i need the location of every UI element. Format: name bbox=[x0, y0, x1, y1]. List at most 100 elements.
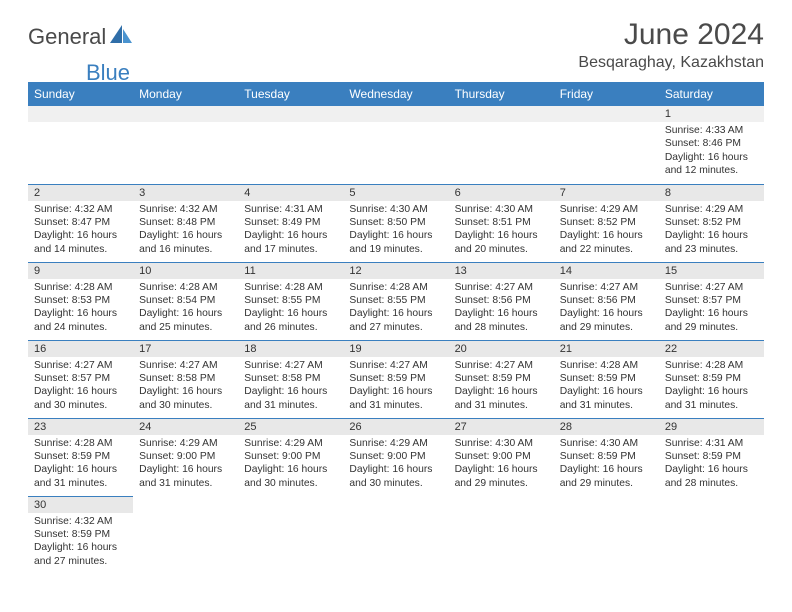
sunrise-text: Sunrise: 4:33 AM bbox=[665, 124, 758, 137]
sunset-text: Sunset: 8:52 PM bbox=[560, 216, 653, 229]
daylight-text: Daylight: 16 hours and 29 minutes. bbox=[560, 463, 653, 490]
day-details: Sunrise: 4:32 AMSunset: 8:48 PMDaylight:… bbox=[133, 201, 238, 261]
daylight-text: Daylight: 16 hours and 31 minutes. bbox=[560, 385, 653, 412]
sunrise-text: Sunrise: 4:27 AM bbox=[455, 359, 548, 372]
day-cell: 24Sunrise: 4:29 AMSunset: 9:00 PMDayligh… bbox=[133, 418, 238, 496]
sunset-text: Sunset: 8:51 PM bbox=[455, 216, 548, 229]
week-row: 2 Sunrise: 4:32 AM Sunset: 8:47 PM Daylight… bbox=[28, 184, 764, 262]
sunset-text: Sunset: 8:55 PM bbox=[244, 294, 337, 307]
daylight-text: Daylight: 16 hours and 28 minutes. bbox=[455, 307, 548, 334]
sunrise-text: Sunrise: 4:32 AM bbox=[139, 203, 232, 216]
day-header-mon: Monday bbox=[133, 82, 238, 106]
daylight-text: Daylight: 16 hours and 30 minutes. bbox=[139, 385, 232, 412]
sunset-text: Sunset: 8:58 PM bbox=[139, 372, 232, 385]
day-cell: 22Sunrise: 4:28 AMSunset: 8:59 PMDayligh… bbox=[659, 340, 764, 418]
day-number: 23 bbox=[28, 419, 133, 435]
day-details: Sunrise: 4:29 AMSunset: 9:00 PMDaylight:… bbox=[343, 435, 448, 495]
daylight-text: Daylight: 16 hours and 29 minutes. bbox=[455, 463, 548, 490]
sunset-text: Sunset: 9:00 PM bbox=[349, 450, 442, 463]
day-cell bbox=[449, 496, 554, 574]
day-cell: 8Sunrise: 4:29 AMSunset: 8:52 PMDaylight… bbox=[659, 184, 764, 262]
sunset-text: Sunset: 9:00 PM bbox=[244, 450, 337, 463]
daylight-text: Daylight: 16 hours and 16 minutes. bbox=[139, 229, 232, 256]
daylight-text: Daylight: 16 hours and 30 minutes. bbox=[34, 385, 127, 412]
brand-logo: General bbox=[28, 24, 134, 50]
sunset-text: Sunset: 8:48 PM bbox=[139, 216, 232, 229]
daylight-text: Daylight: 16 hours and 30 minutes. bbox=[349, 463, 442, 490]
sunrise-text: Sunrise: 4:30 AM bbox=[455, 437, 548, 450]
day-number: 12 bbox=[343, 263, 448, 279]
day-details: Sunrise: 4:30 AMSunset: 8:50 PMDaylight:… bbox=[343, 201, 448, 261]
day-number: 22 bbox=[659, 341, 764, 357]
sunrise-text: Sunrise: 4:31 AM bbox=[665, 437, 758, 450]
day-cell: 9Sunrise: 4:28 AMSunset: 8:53 PMDaylight… bbox=[28, 262, 133, 340]
sunset-text: Sunset: 8:59 PM bbox=[560, 372, 653, 385]
day-cell: 7Sunrise: 4:29 AMSunset: 8:52 PMDaylight… bbox=[554, 184, 659, 262]
day-details: Sunrise: 4:28 AMSunset: 8:59 PMDaylight:… bbox=[554, 357, 659, 417]
sunset-text: Sunset: 8:47 PM bbox=[34, 216, 127, 229]
daylight-text: Daylight: 16 hours and 29 minutes. bbox=[560, 307, 653, 334]
day-number-empty bbox=[28, 106, 133, 122]
sunrise-text: Sunrise: 4:31 AM bbox=[244, 203, 337, 216]
day-details: Sunrise: 4:27 AMSunset: 8:57 PMDaylight:… bbox=[659, 279, 764, 339]
daylight-text: Daylight: 16 hours and 25 minutes. bbox=[139, 307, 232, 334]
day-cell: 26Sunrise: 4:29 AMSunset: 9:00 PMDayligh… bbox=[343, 418, 448, 496]
sunset-text: Sunset: 8:59 PM bbox=[665, 372, 758, 385]
day-number: 27 bbox=[449, 419, 554, 435]
day-details: Sunrise: 4:28 AMSunset: 8:59 PMDaylight:… bbox=[659, 357, 764, 417]
sunset-text: Sunset: 8:59 PM bbox=[349, 372, 442, 385]
day-details: Sunrise: 4:27 AMSunset: 8:58 PMDaylight:… bbox=[238, 357, 343, 417]
daylight-text: Daylight: 16 hours and 23 minutes. bbox=[665, 229, 758, 256]
day-header-thu: Thursday bbox=[449, 82, 554, 106]
month-title: June 2024 bbox=[578, 18, 764, 52]
day-cell bbox=[238, 106, 343, 184]
day-cell bbox=[554, 106, 659, 184]
day-details: Sunrise: 4:28 AMSunset: 8:59 PMDaylight:… bbox=[28, 435, 133, 495]
day-details: Sunrise: 4:29 AMSunset: 9:00 PMDaylight:… bbox=[133, 435, 238, 495]
day-cell: 4Sunrise: 4:31 AMSunset: 8:49 PMDaylight… bbox=[238, 184, 343, 262]
day-number: 18 bbox=[238, 341, 343, 357]
day-details: Sunrise: 4:28 AMSunset: 8:55 PMDaylight:… bbox=[238, 279, 343, 339]
sunset-text: Sunset: 9:00 PM bbox=[455, 450, 548, 463]
sunset-text: Sunset: 9:00 PM bbox=[139, 450, 232, 463]
daylight-text: Daylight: 16 hours and 30 minutes. bbox=[244, 463, 337, 490]
daylight-text: Daylight: 16 hours and 27 minutes. bbox=[349, 307, 442, 334]
day-cell bbox=[28, 106, 133, 184]
day-number: 24 bbox=[133, 419, 238, 435]
day-cell bbox=[343, 106, 448, 184]
day-cell: 2Sunrise: 4:32 AMSunset: 8:47 PMDaylight… bbox=[28, 184, 133, 262]
day-details: Sunrise: 4:33 AMSunset: 8:46 PMDaylight:… bbox=[659, 122, 764, 182]
day-number: 19 bbox=[343, 341, 448, 357]
day-details: Sunrise: 4:30 AMSunset: 8:59 PMDaylight:… bbox=[554, 435, 659, 495]
day-details: Sunrise: 4:27 AMSunset: 8:59 PMDaylight:… bbox=[449, 357, 554, 417]
daylight-text: Daylight: 16 hours and 31 minutes. bbox=[34, 463, 127, 490]
day-number-empty bbox=[554, 106, 659, 122]
sunrise-text: Sunrise: 4:29 AM bbox=[665, 203, 758, 216]
day-cell: 5Sunrise: 4:30 AMSunset: 8:50 PMDaylight… bbox=[343, 184, 448, 262]
day-header-row: Sunday Monday Tuesday Wednesday Thursday… bbox=[28, 82, 764, 106]
day-cell: 25Sunrise: 4:29 AMSunset: 9:00 PMDayligh… bbox=[238, 418, 343, 496]
day-number: 11 bbox=[238, 263, 343, 279]
day-number: 25 bbox=[238, 419, 343, 435]
day-header-sat: Saturday bbox=[659, 82, 764, 106]
day-header-tue: Tuesday bbox=[238, 82, 343, 106]
day-cell: 30Sunrise: 4:32 AMSunset: 8:59 PMDayligh… bbox=[28, 496, 133, 574]
day-number: 17 bbox=[133, 341, 238, 357]
sunrise-text: Sunrise: 4:28 AM bbox=[34, 437, 127, 450]
daylight-text: Daylight: 16 hours and 31 minutes. bbox=[244, 385, 337, 412]
sunrise-text: Sunrise: 4:27 AM bbox=[560, 281, 653, 294]
daylight-text: Daylight: 16 hours and 31 minutes. bbox=[455, 385, 548, 412]
logo-text-general: General bbox=[28, 24, 106, 50]
day-number: 2 bbox=[28, 185, 133, 201]
day-number-empty bbox=[449, 106, 554, 122]
daylight-text: Daylight: 16 hours and 27 minutes. bbox=[34, 541, 127, 568]
sunrise-text: Sunrise: 4:29 AM bbox=[349, 437, 442, 450]
sunset-text: Sunset: 8:59 PM bbox=[34, 450, 127, 463]
day-number: 1 bbox=[659, 106, 764, 122]
day-cell bbox=[133, 496, 238, 574]
sunrise-text: Sunrise: 4:27 AM bbox=[455, 281, 548, 294]
sunset-text: Sunset: 8:58 PM bbox=[244, 372, 337, 385]
week-row: 16Sunrise: 4:27 AMSunset: 8:57 PMDayligh… bbox=[28, 340, 764, 418]
day-cell: 19Sunrise: 4:27 AMSunset: 8:59 PMDayligh… bbox=[343, 340, 448, 418]
sunrise-text: Sunrise: 4:27 AM bbox=[34, 359, 127, 372]
